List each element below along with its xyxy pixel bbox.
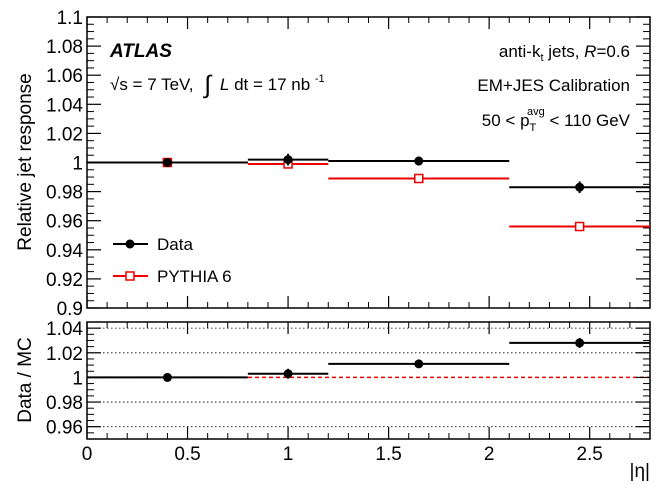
ratio-y-tick-label: 1 [72, 368, 83, 389]
legend-data-label: Data [157, 235, 193, 254]
ratio-y-tick-label: 0.98 [46, 393, 83, 414]
top-y-tick-label: 1.06 [46, 66, 83, 87]
ratio-series-0 [87, 338, 650, 382]
legend: Data PYTHIA 6 [113, 235, 232, 286]
top-mc-mc-point [414, 173, 424, 184]
top-y-tick-label: 1.08 [46, 37, 83, 58]
top-data-data-point [575, 182, 585, 192]
ratio-grid [87, 327, 650, 428]
top-mc-mc-point [574, 221, 585, 232]
top-y-tick-label: 1 [72, 154, 83, 175]
lumi-dt: dt = 17 nb [234, 75, 310, 94]
pt-range-label: 50 < pTavg < 110 GeV [482, 106, 631, 134]
energy-text: √s = 7 TeV, [110, 75, 194, 94]
top-data-series-0 [87, 153, 650, 194]
ratio-y-tick-label: 1.04 [46, 319, 83, 340]
integral-symbol: ∫ [202, 71, 212, 99]
x-tick-label: 0.5 [174, 444, 200, 465]
top-y-tick-label: 0.92 [46, 270, 83, 291]
top-data-data-point [414, 156, 424, 166]
top-y-tick-label: 1.1 [57, 8, 83, 29]
x-tick-label: 2 [484, 444, 495, 465]
jet-algorithm-label: anti-kt jets, R=0.6 [499, 42, 630, 64]
ratio-series [87, 338, 650, 382]
ratio-data-point [414, 359, 424, 369]
top-data-data-point [283, 155, 293, 165]
top-y-tick-label: 1.04 [46, 95, 83, 116]
lumi-L: L [220, 75, 229, 94]
legend-data-marker [125, 239, 135, 249]
legend-pythia-marker [125, 271, 135, 281]
ratio-data-point [162, 372, 172, 382]
top-y-ticks: 0.9 0.92 0.94 0.96 0.98 1 1.02 1.04 1.06 1.08 1.1 [46, 8, 650, 320]
x-axis-label: |η| [630, 461, 650, 482]
ratio-y-axis-label: Data / MC [15, 337, 36, 423]
ratio-panel-frame [86, 321, 651, 440]
top-y-tick-label: 0.94 [46, 241, 83, 262]
top-series [87, 153, 650, 232]
top-y-tick-label: 0.98 [46, 183, 83, 204]
top-y-axis-label: Relative jet response [15, 73, 36, 250]
ratio-y-ticks: 0.96 0.98 1 1.02 1.04 [46, 319, 650, 440]
legend-pythia-label: PYTHIA 6 [157, 267, 232, 286]
x-tick-label: 2.5 [576, 444, 602, 465]
ratio-y-tick-label: 0.96 [46, 418, 83, 439]
top-data-data-point [162, 158, 172, 167]
ratio-data-point [575, 338, 585, 348]
x-tick-label: 1 [283, 444, 294, 465]
lumi-exponent: -1 [315, 73, 325, 85]
top-y-tick-label: 0.9 [57, 299, 83, 320]
ratio-y-tick-label: 1.02 [46, 344, 83, 365]
x-tick-label: 0 [82, 444, 93, 465]
x-tick-label: 1.5 [375, 444, 401, 465]
energy-lumi-label: √s = 7 TeV, ∫ L dt = 17 nb -1 [110, 71, 325, 99]
experiment-label: ATLAS [109, 41, 172, 62]
top-mc-series-0 [87, 157, 650, 232]
top-y-tick-label: 1.02 [46, 124, 83, 145]
calibration-label: EM+JES Calibration [477, 76, 630, 95]
x-ticks: 0 0.5 1 1.5 2 2.5 [82, 17, 631, 465]
ratio-data-point [283, 369, 293, 379]
top-y-tick-label: 0.96 [46, 212, 83, 233]
